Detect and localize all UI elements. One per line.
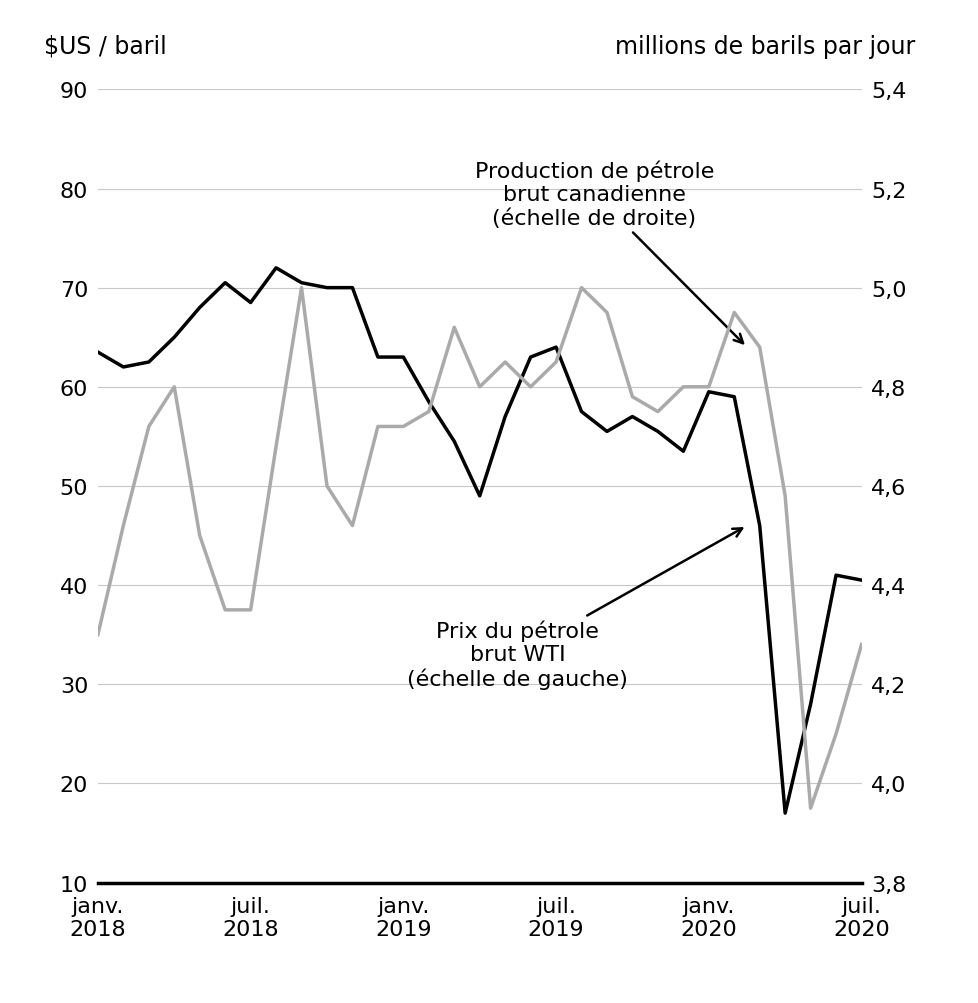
Text: Production de pétrole
brut canadienne
(échelle de droite): Production de pétrole brut canadienne (é…: [474, 160, 742, 344]
Text: $US / baril: $US / baril: [44, 34, 167, 58]
Text: millions de barils par jour: millions de barils par jour: [614, 34, 914, 58]
Text: Prix du pétrole
brut WTI
(échelle de gauche): Prix du pétrole brut WTI (échelle de gau…: [407, 529, 741, 690]
